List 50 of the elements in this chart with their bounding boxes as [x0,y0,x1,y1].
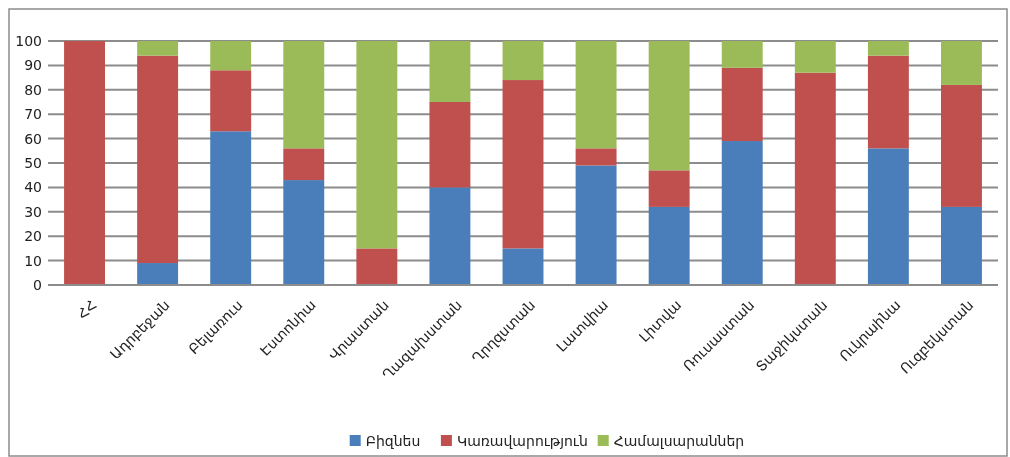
bar [721,41,763,68]
bar [137,263,179,285]
bar [867,55,909,149]
bar [941,41,982,85]
bar [941,206,982,285]
bar [648,41,690,171]
bar [283,148,325,181]
bar [648,170,690,207]
x-tick-label: ՀՀ [74,296,100,323]
bar [794,41,836,73]
y-tick-label: 50 [24,154,42,171]
bar [210,131,252,285]
bar [575,148,617,166]
y-tick-label: 70 [24,106,42,123]
bar [137,55,179,264]
y-tick-label: 80 [24,81,42,98]
bar [575,165,617,285]
legend-label: Բիզնես [365,432,421,449]
bar [64,41,105,285]
legend-label: Համալսարաններ [613,432,745,449]
bar [502,41,544,81]
y-tick-label: 40 [24,179,42,196]
bar [137,41,179,56]
bar [356,248,398,285]
bar [429,102,471,188]
bar [941,84,982,207]
bar [721,141,763,285]
bar [283,180,325,285]
bar [429,41,471,102]
bar [648,206,690,285]
bar [867,148,909,285]
y-tick-label: 90 [24,57,42,74]
bar [210,41,252,71]
bar [356,41,398,249]
bar [210,70,252,132]
y-tick-label: 30 [24,203,42,220]
bar [794,72,836,285]
bar [502,80,544,249]
y-tick-label: 60 [24,130,42,147]
bar [283,41,325,149]
bar [721,67,763,142]
y-tick-label: 10 [24,252,42,269]
y-tick-label: 20 [24,228,42,245]
bar [502,248,544,285]
bar [429,187,471,285]
bar [867,41,909,56]
y-tick-label: 100 [15,32,42,49]
bar [575,41,617,149]
legend-label: Կառավարություն [456,432,588,449]
y-tick-label: 0 [33,276,42,293]
